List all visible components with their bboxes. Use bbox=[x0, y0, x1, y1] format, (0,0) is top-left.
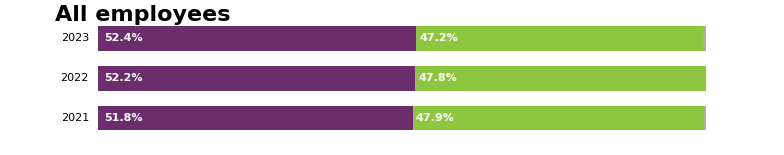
Text: All employees: All employees bbox=[55, 5, 230, 25]
Bar bbox=[703, 26, 706, 51]
Text: 2021: 2021 bbox=[60, 113, 89, 123]
Text: 47.8%: 47.8% bbox=[418, 73, 457, 83]
Text: 47.9%: 47.9% bbox=[416, 113, 455, 123]
Bar bbox=[416, 66, 706, 91]
Bar bbox=[98, 26, 416, 51]
Text: 52.4%: 52.4% bbox=[104, 33, 143, 44]
Bar bbox=[412, 106, 704, 130]
Text: 52.2%: 52.2% bbox=[104, 73, 143, 83]
Bar bbox=[416, 26, 703, 51]
Text: 47.2%: 47.2% bbox=[419, 33, 458, 44]
Bar bbox=[704, 106, 706, 130]
Text: 2022: 2022 bbox=[60, 73, 89, 83]
Text: 2023: 2023 bbox=[60, 33, 89, 44]
Bar bbox=[98, 106, 412, 130]
Bar bbox=[98, 66, 416, 91]
Text: 51.8%: 51.8% bbox=[104, 113, 143, 123]
